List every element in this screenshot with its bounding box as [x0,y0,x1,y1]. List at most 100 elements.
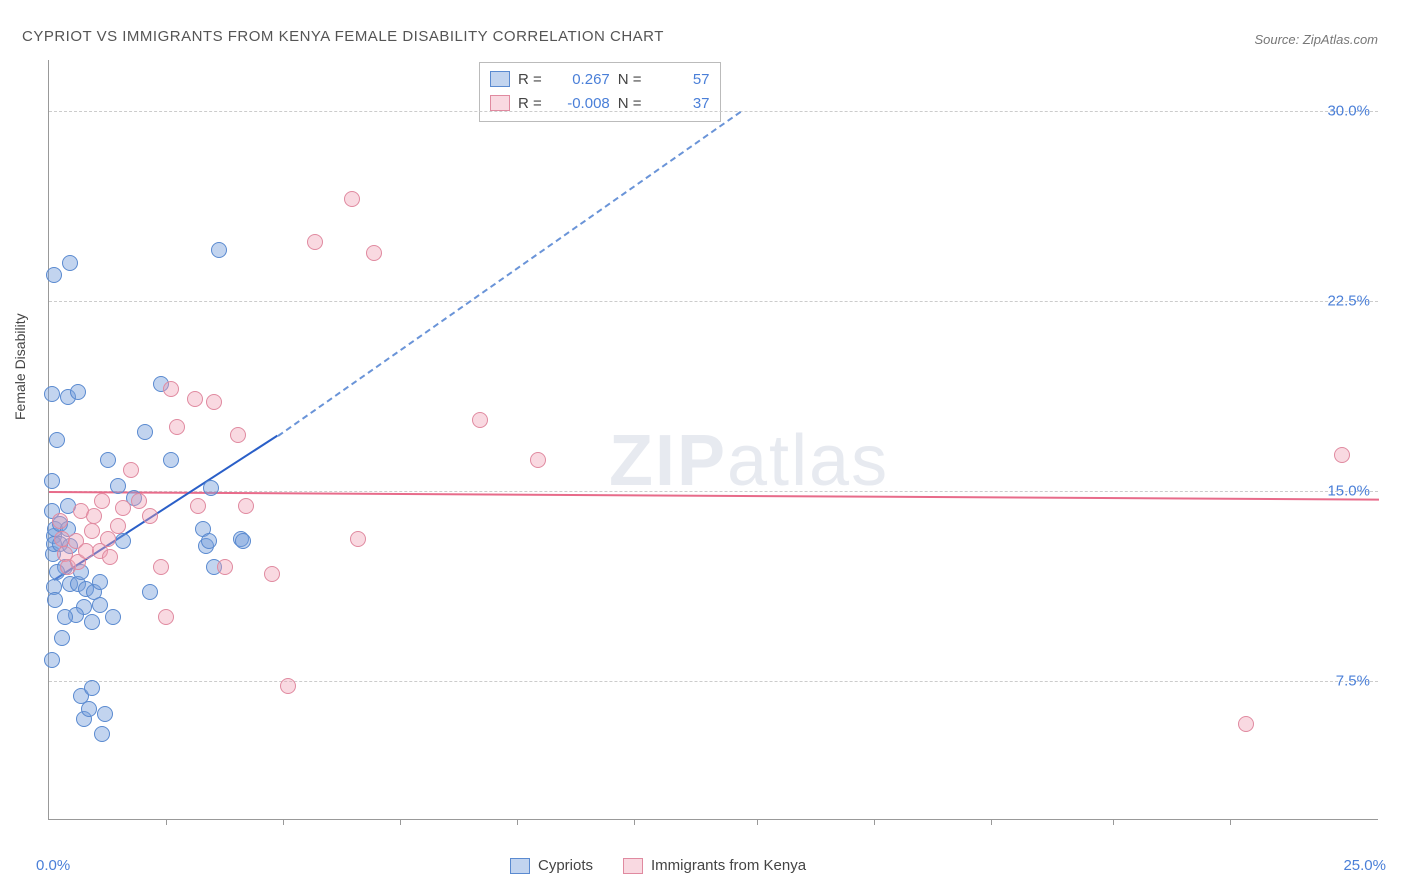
data-point [366,245,382,261]
legend-r-label: R = [518,71,542,88]
data-point [230,427,246,443]
data-point [86,508,102,524]
data-point [201,533,217,549]
x-tick [517,819,518,825]
data-point [123,462,139,478]
y-tick-label: 30.0% [1327,102,1370,119]
data-point [115,500,131,516]
data-point [238,498,254,514]
data-point [110,518,126,534]
y-axis-label: Female Disability [12,313,28,420]
data-point [131,493,147,509]
x-axis-max-label: 25.0% [1343,857,1386,874]
data-point [84,523,100,539]
gridline [49,111,1378,112]
data-point [190,498,206,514]
legend-item-cypriots: Cypriots [510,857,593,874]
data-point [47,592,63,608]
y-tick-label: 22.5% [1327,292,1370,309]
gridline [49,301,1378,302]
data-point [102,549,118,565]
trend-line [277,111,741,437]
legend-n-label: N = [618,95,642,112]
data-point [57,609,73,625]
data-point [81,701,97,717]
data-point [211,242,227,258]
data-point [52,513,68,529]
data-point [44,473,60,489]
data-point [163,381,179,397]
data-point [203,480,219,496]
data-point [49,432,65,448]
data-point [137,424,153,440]
data-point [206,394,222,410]
series-legend: Cypriots Immigrants from Kenya [510,857,806,874]
data-point [344,191,360,207]
data-point [100,531,116,547]
data-point [307,234,323,250]
swatch-pink-icon [490,95,510,111]
data-point [84,680,100,696]
legend-n-value-b: 37 [650,95,710,112]
data-point [54,630,70,646]
data-point [169,419,185,435]
legend-row-cypriots: R = 0.267 N = 57 [490,67,710,91]
source-attribution: Source: ZipAtlas.com [1254,32,1378,47]
x-tick [634,819,635,825]
data-point [44,652,60,668]
correlation-legend: R = 0.267 N = 57 R = -0.008 N = 37 [479,62,721,122]
legend-n-value-a: 57 [650,71,710,88]
data-point [280,678,296,694]
legend-label-a: Cypriots [538,857,593,874]
gridline [49,681,1378,682]
data-point [142,508,158,524]
data-point [105,609,121,625]
data-point [158,609,174,625]
legend-item-kenya: Immigrants from Kenya [623,857,806,874]
x-axis-min-label: 0.0% [36,857,70,874]
legend-n-label: N = [618,71,642,88]
data-point [153,559,169,575]
data-point [70,384,86,400]
data-point [44,386,60,402]
legend-r-value-a: 0.267 [550,71,610,88]
data-point [1334,447,1350,463]
data-point [46,267,62,283]
x-tick [283,819,284,825]
x-tick [1230,819,1231,825]
data-point [264,566,280,582]
data-point [92,597,108,613]
data-point [142,584,158,600]
x-tick [757,819,758,825]
x-tick [874,819,875,825]
y-tick-label: 7.5% [1336,672,1370,689]
data-point [97,706,113,722]
data-point [530,452,546,468]
y-tick-label: 15.0% [1327,482,1370,499]
data-point [472,412,488,428]
data-point [92,574,108,590]
data-point [1238,716,1254,732]
swatch-blue-icon [510,858,530,874]
data-point [217,559,233,575]
x-tick [991,819,992,825]
legend-r-label: R = [518,95,542,112]
data-point [62,255,78,271]
swatch-pink-icon [623,858,643,874]
x-tick [166,819,167,825]
chart-title: CYPRIOT VS IMMIGRANTS FROM KENYA FEMALE … [22,28,664,45]
data-point [94,726,110,742]
data-point [187,391,203,407]
legend-label-b: Immigrants from Kenya [651,857,806,874]
data-point [110,478,126,494]
plot-area: ZIPatlas R = 0.267 N = 57 R = -0.008 N =… [48,60,1378,820]
data-point [163,452,179,468]
data-point [235,533,251,549]
data-point [100,452,116,468]
x-tick [400,819,401,825]
swatch-blue-icon [490,71,510,87]
x-tick [1113,819,1114,825]
data-point [350,531,366,547]
legend-r-value-b: -0.008 [550,95,610,112]
data-point [94,493,110,509]
